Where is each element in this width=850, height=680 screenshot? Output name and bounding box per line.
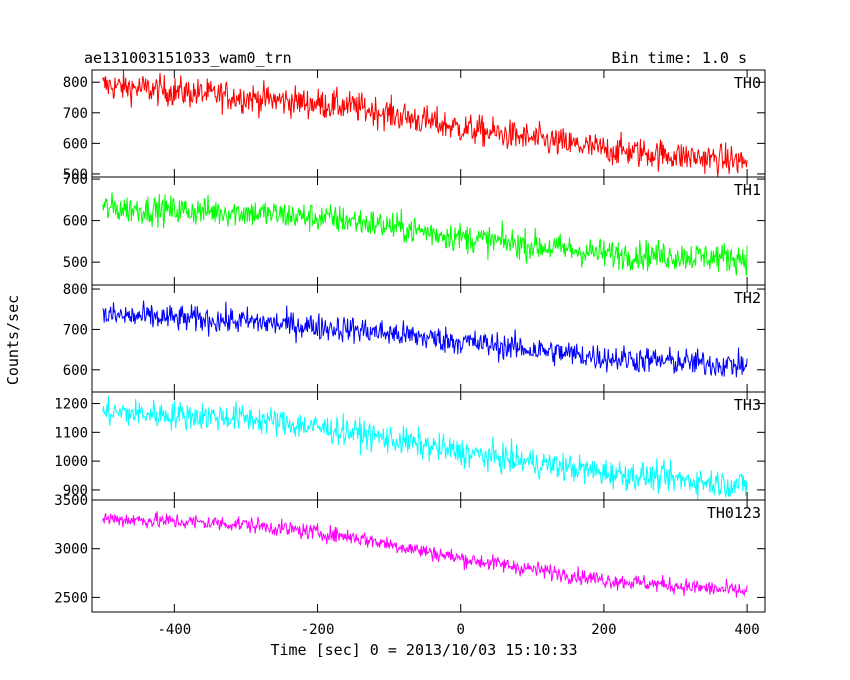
series-line-th3 — [102, 395, 748, 500]
y-tick-label-th3: 1100 — [54, 425, 88, 441]
chart-title: ae131003151033_wam0_trn — [84, 49, 292, 67]
panel-th1: 500 600 700 TH1 — [63, 172, 766, 286]
series-line-th0 — [102, 70, 748, 177]
y-tick-label-th0: 600 — [63, 136, 88, 152]
y-tick-label-th3: 1000 — [54, 454, 88, 470]
panel-label-th3: TH3 — [734, 396, 761, 414]
y-tick-label-th0: 800 — [63, 75, 88, 91]
panel-frame-th0123 — [91, 499, 766, 613]
panel-th0123: 2500 3000 3500 TH0123 — [54, 493, 766, 613]
y-tick-label-th1: 600 — [63, 214, 88, 230]
y-axis-label: Counts/sec — [4, 295, 22, 385]
y-tick-label-th0123: 3500 — [54, 493, 88, 509]
x-tick-label: 200 — [591, 622, 616, 638]
panel-th0: 500 600 700 800 TH0 — [63, 69, 766, 183]
y-tick-label-th0123: 2500 — [54, 590, 88, 606]
panel-th2: 600 700 800 TH2 — [63, 282, 766, 393]
panel-label-th1: TH1 — [734, 181, 761, 199]
y-tick-label-th1: 700 — [63, 172, 88, 188]
series-line-th2 — [102, 300, 748, 378]
panel-label-th0: TH0 — [734, 74, 761, 92]
x-tick-label: 400 — [734, 622, 759, 638]
y-tick-label-th2: 600 — [63, 363, 88, 379]
bin-time-label: Bin time: 1.0 s — [612, 49, 747, 67]
x-tick-label: -200 — [301, 622, 335, 638]
series-line-th1 — [102, 192, 748, 277]
panels-group: 500 600 700 800 TH0 500 600 700 TH1 600 700 800 TH2 9… — [54, 69, 766, 638]
y-tick-label-th0123: 3000 — [54, 542, 88, 558]
series-line-th0123 — [102, 511, 748, 598]
x-tick-label: -400 — [157, 622, 191, 638]
y-tick-label-th0: 700 — [63, 106, 88, 122]
y-tick-label-th2: 700 — [63, 322, 88, 338]
x-tick-label: 0 — [456, 622, 464, 638]
panel-label-th2: TH2 — [734, 289, 761, 307]
panel-label-th0123: TH0123 — [707, 504, 761, 522]
y-tick-label-th1: 500 — [63, 255, 88, 271]
y-tick-label-th0: 500 — [63, 167, 88, 183]
y-tick-label-th3: 1200 — [54, 397, 88, 413]
x-axis-label: Time [sec] 0 = 2013/10/03 15:10:33 — [270, 641, 577, 659]
y-tick-label-th2: 800 — [63, 282, 88, 298]
panel-th3: 900 1000 1100 1200 TH3 — [54, 391, 766, 501]
y-tick-label-th3: 900 — [63, 483, 88, 499]
